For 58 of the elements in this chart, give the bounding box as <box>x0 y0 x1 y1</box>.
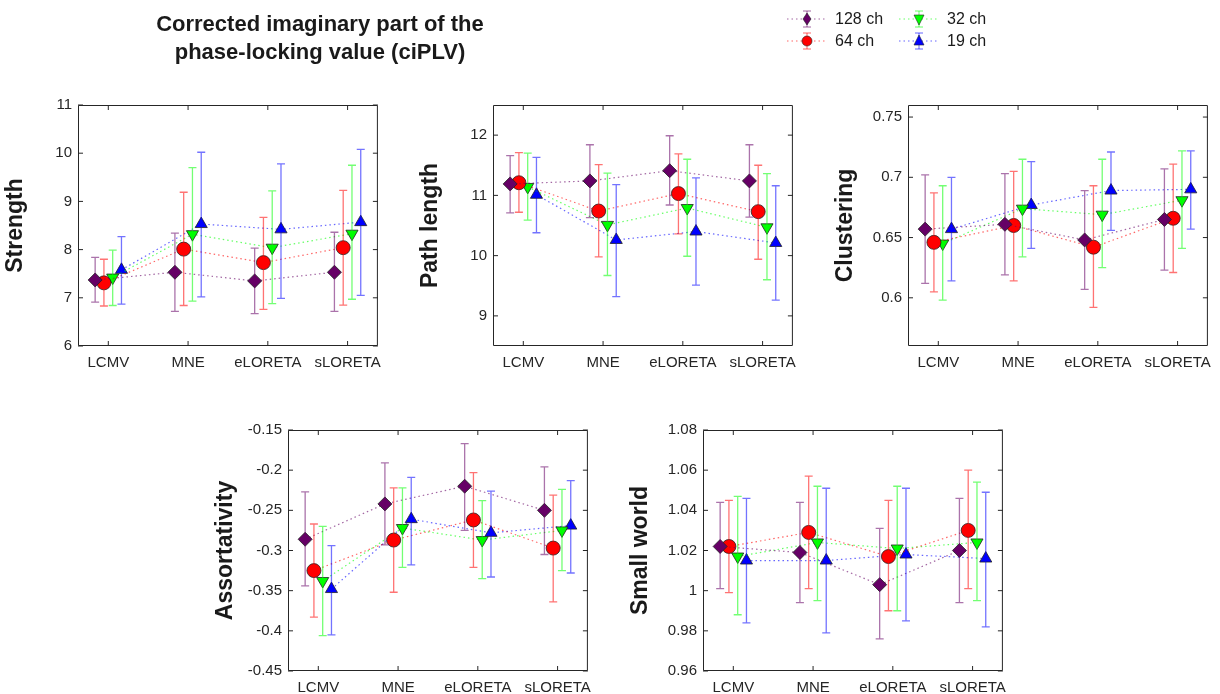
x-tick-label: sLORETA <box>524 678 591 694</box>
y-tick-label: 0.65 <box>872 227 902 245</box>
y-axis-title: Strength <box>1 178 28 273</box>
legend-label: 64 ch <box>835 32 875 50</box>
y-tick-label: 10 <box>55 143 72 161</box>
y-tick-label: 0.96 <box>667 661 697 679</box>
y-tick-label: 0.98 <box>667 620 697 638</box>
x-tick-label: eLORETA <box>859 678 927 694</box>
x-tick-label: LCMV <box>502 353 545 371</box>
y-tick-label: 1 <box>688 580 697 598</box>
y-tick-label: 1.06 <box>667 460 697 478</box>
y-tick-label: 1.08 <box>667 420 697 438</box>
y-axis-title: Assortativity <box>211 480 238 621</box>
x-tick-label: LCMV <box>87 353 130 371</box>
y-tick-label: -0.45 <box>247 661 282 679</box>
x-tick-label: sLORETA <box>729 353 796 371</box>
y-tick-label: -0.3 <box>256 540 282 558</box>
y-tick-label: 8 <box>63 239 72 257</box>
x-tick-label: MNE <box>586 353 620 371</box>
x-tick-label: LCMV <box>712 678 755 694</box>
x-tick-label: sLORETA <box>314 353 381 371</box>
chart-title: Corrected imaginary part of the phase-locking value (ciPLV) <box>155 10 485 66</box>
y-tick-label: 1.04 <box>667 500 697 518</box>
y-tick-label: 6 <box>63 336 72 354</box>
x-tick-label: eLORETA <box>1064 353 1132 371</box>
y-axis-title: Path length <box>416 162 443 289</box>
y-tick-label: 11 <box>471 185 487 203</box>
legend-label: 19 ch <box>947 32 987 50</box>
x-tick-label: sLORETA <box>939 678 1006 694</box>
y-tick-label: 9 <box>478 306 487 324</box>
x-tick-label: LCMV <box>917 353 960 371</box>
x-tick-label: sLORETA <box>1144 353 1211 371</box>
y-tick-label: 11 <box>56 95 72 113</box>
y-tick-label: -0.4 <box>256 620 282 638</box>
legend-label: 128 ch <box>835 10 884 28</box>
x-tick-label: MNE <box>1001 353 1035 371</box>
x-tick-label: MNE <box>796 678 830 694</box>
y-tick-label: 9 <box>63 191 72 209</box>
x-tick-label: MNE <box>381 678 415 694</box>
x-tick-label: LCMV <box>297 678 340 694</box>
y-tick-label: 12 <box>470 125 487 143</box>
y-tick-label: 0.7 <box>881 167 902 185</box>
legend-label: 32 ch <box>947 10 987 28</box>
y-tick-label: 0.75 <box>872 107 902 125</box>
y-tick-label: -0.15 <box>247 420 282 438</box>
x-tick-label: eLORETA <box>444 678 512 694</box>
y-axis-title: Small world <box>626 485 653 616</box>
y-tick-label: 7 <box>63 287 72 305</box>
y-tick-label: 1.02 <box>667 540 697 558</box>
y-tick-label: -0.2 <box>256 460 282 478</box>
x-tick-label: eLORETA <box>234 353 302 371</box>
y-axis-title: Clustering <box>831 168 858 283</box>
y-tick-label: 10 <box>470 245 487 263</box>
x-tick-label: MNE <box>171 353 205 371</box>
y-tick-label: 0.6 <box>881 287 902 305</box>
x-tick-label: eLORETA <box>649 353 717 371</box>
y-tick-label: -0.25 <box>247 500 282 518</box>
y-tick-label: -0.35 <box>247 580 282 598</box>
